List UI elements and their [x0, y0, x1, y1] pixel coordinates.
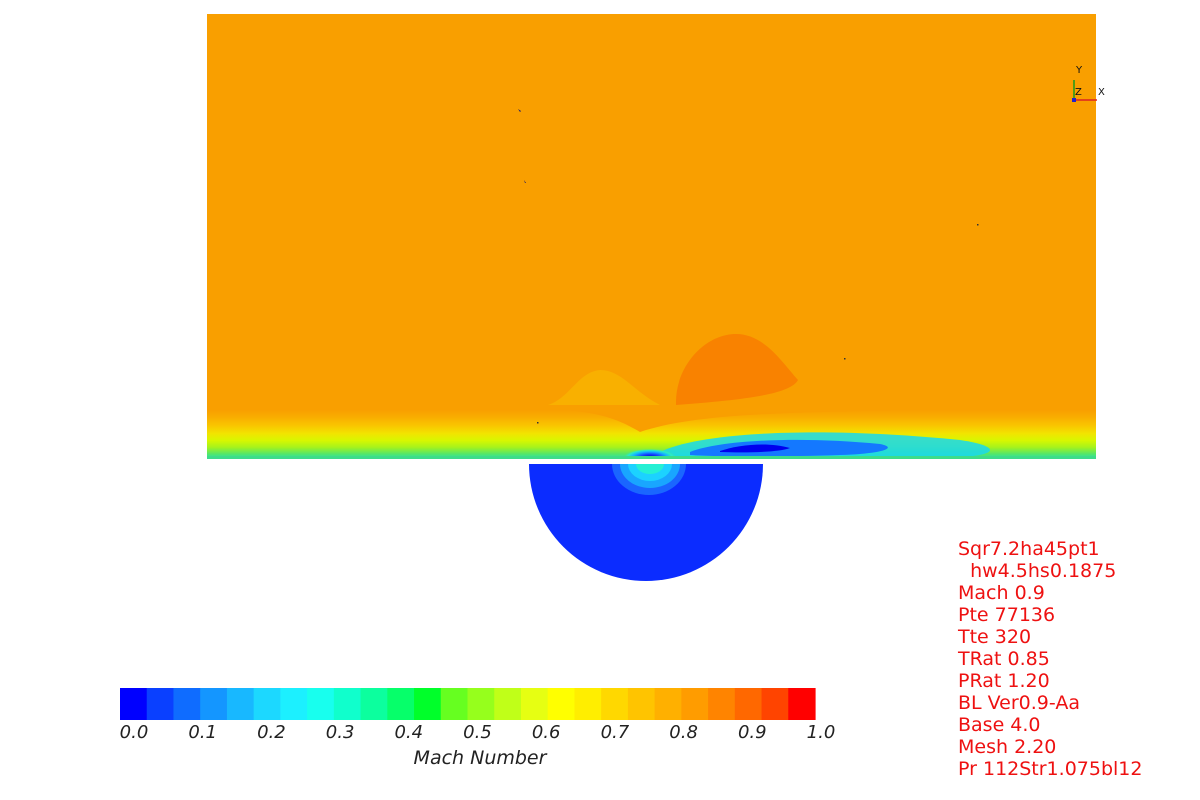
parameter-line: Pte 77136	[958, 604, 1056, 626]
colorbar-band	[654, 688, 682, 720]
colorbar-title: Mach Number	[413, 747, 547, 769]
colorbar-band	[574, 688, 602, 720]
colorbar-band	[627, 688, 656, 720]
colorbar-tick-label: 0.0	[119, 722, 149, 743]
colorbar-band	[681, 688, 709, 720]
colorbar-band	[307, 688, 335, 720]
colorbar-band	[200, 688, 228, 720]
axis-x-label: X	[1098, 87, 1105, 98]
speck	[844, 358, 846, 360]
speck	[537, 422, 539, 424]
run-parameters: Sqr7.2ha45pt1 hw4.5hs0.1875 Mach 0.9 Pte 7…	[958, 538, 1142, 780]
colorbar	[120, 688, 816, 720]
colorbar-band	[387, 688, 415, 720]
axes-triad	[1072, 80, 1097, 102]
colorbar-band	[547, 688, 576, 720]
separation-deep-core	[720, 444, 790, 453]
parameter-line: Mesh 2.20	[958, 736, 1057, 758]
colorbar-band	[761, 688, 789, 720]
colorbar-band	[601, 688, 629, 720]
colorbar-tick-label: 1.0	[806, 722, 836, 743]
plenum-semicircle	[529, 464, 763, 581]
colorbar-band	[467, 688, 495, 720]
colorbar-tick-label: 0.1	[188, 722, 217, 743]
wall-edge	[207, 456, 1096, 459]
plenum-ring-core	[636, 464, 664, 474]
speck	[977, 224, 979, 226]
colorbar-band	[440, 688, 469, 720]
colorbar-tick-label: 0.5	[463, 722, 492, 743]
colorbar-band	[734, 688, 763, 720]
colorbar-band	[360, 688, 388, 720]
colorbar-band	[708, 688, 736, 720]
colorbar-band	[120, 688, 148, 720]
colorbar-tick-label: 0.2	[257, 722, 286, 743]
colorbar-band	[520, 688, 549, 720]
colorbar-band	[146, 688, 175, 720]
colorbar-band	[280, 688, 308, 720]
parameter-line: Base 4.0	[958, 714, 1041, 736]
parameter-line: Pr 112Str1.075bl12	[958, 758, 1143, 780]
colorbar-tick-label: 0.6	[531, 722, 561, 743]
inlet-plenum	[529, 464, 763, 581]
colorbar-tick-label: 0.9	[737, 722, 767, 743]
speck	[518, 109, 521, 112]
colorbar-tick-label: 0.7	[600, 722, 630, 743]
parameter-line: PRat 1.20	[958, 670, 1050, 692]
colorbar-band	[173, 688, 201, 720]
low-mach-bump	[548, 370, 660, 405]
colorbar-band	[226, 688, 255, 720]
colorbar-band	[414, 688, 442, 720]
colorbar-band	[494, 688, 522, 720]
speck	[524, 180, 526, 183]
parameter-line: BL Ver0.9-Aa	[958, 692, 1080, 714]
colorbar-tick-label: 0.3	[325, 722, 355, 743]
colorbar-band	[333, 688, 362, 720]
parameter-line: TRat 0.85	[958, 648, 1050, 670]
colorbar-tick-label: 0.4	[394, 722, 424, 743]
high-mach-bump	[676, 334, 798, 405]
axis-y-label: Y	[1076, 65, 1083, 76]
colorbar-band	[253, 688, 281, 720]
parameter-line: Sqr7.2ha45pt1	[958, 538, 1100, 560]
parameter-line: Mach 0.9	[958, 582, 1045, 604]
flow-domain	[207, 14, 1096, 459]
colorbar-band	[788, 688, 816, 720]
colorbar-tick-label: 0.8	[669, 722, 698, 743]
parameter-line: hw4.5hs0.1875	[958, 560, 1117, 582]
parameter-line: Tte 320	[958, 626, 1032, 648]
freestream-region	[207, 14, 1096, 459]
axis-z-label: Z	[1075, 87, 1082, 98]
